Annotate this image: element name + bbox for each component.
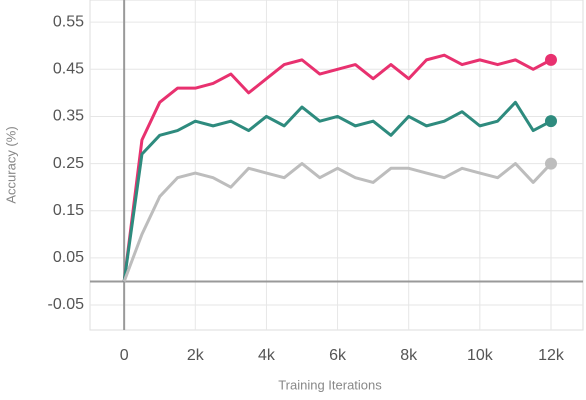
x-axis-label: Training Iterations (278, 377, 382, 392)
series-line (122, 53, 552, 282)
x-tick-label: 4k (258, 347, 276, 364)
x-tick-label: 2k (187, 347, 205, 364)
y-tick-label: 0.15 (53, 202, 84, 219)
plot-area (89, 0, 584, 331)
series-line (122, 162, 553, 282)
y-tick-label: 0.55 (53, 13, 84, 30)
y-tick-label: 0.45 (53, 61, 84, 78)
y-tick-label: 0.35 (53, 108, 84, 125)
y-tick-label: 0.25 (53, 155, 84, 172)
x-tick-label: 0 (120, 347, 129, 364)
series-line (122, 100, 552, 282)
y-tick-label: 0.05 (53, 249, 84, 266)
y-axis-label: Accuracy (%) (3, 126, 18, 203)
x-tick-label: 12k (538, 347, 565, 364)
end-marker (544, 157, 557, 170)
x-tick-label: 10k (467, 347, 494, 364)
x-tick-label: 8k (400, 347, 418, 364)
end-marker (544, 53, 557, 66)
y-tick-label: -0.05 (48, 296, 85, 313)
x-tick-label: 6k (329, 347, 347, 364)
end-marker (544, 115, 557, 128)
